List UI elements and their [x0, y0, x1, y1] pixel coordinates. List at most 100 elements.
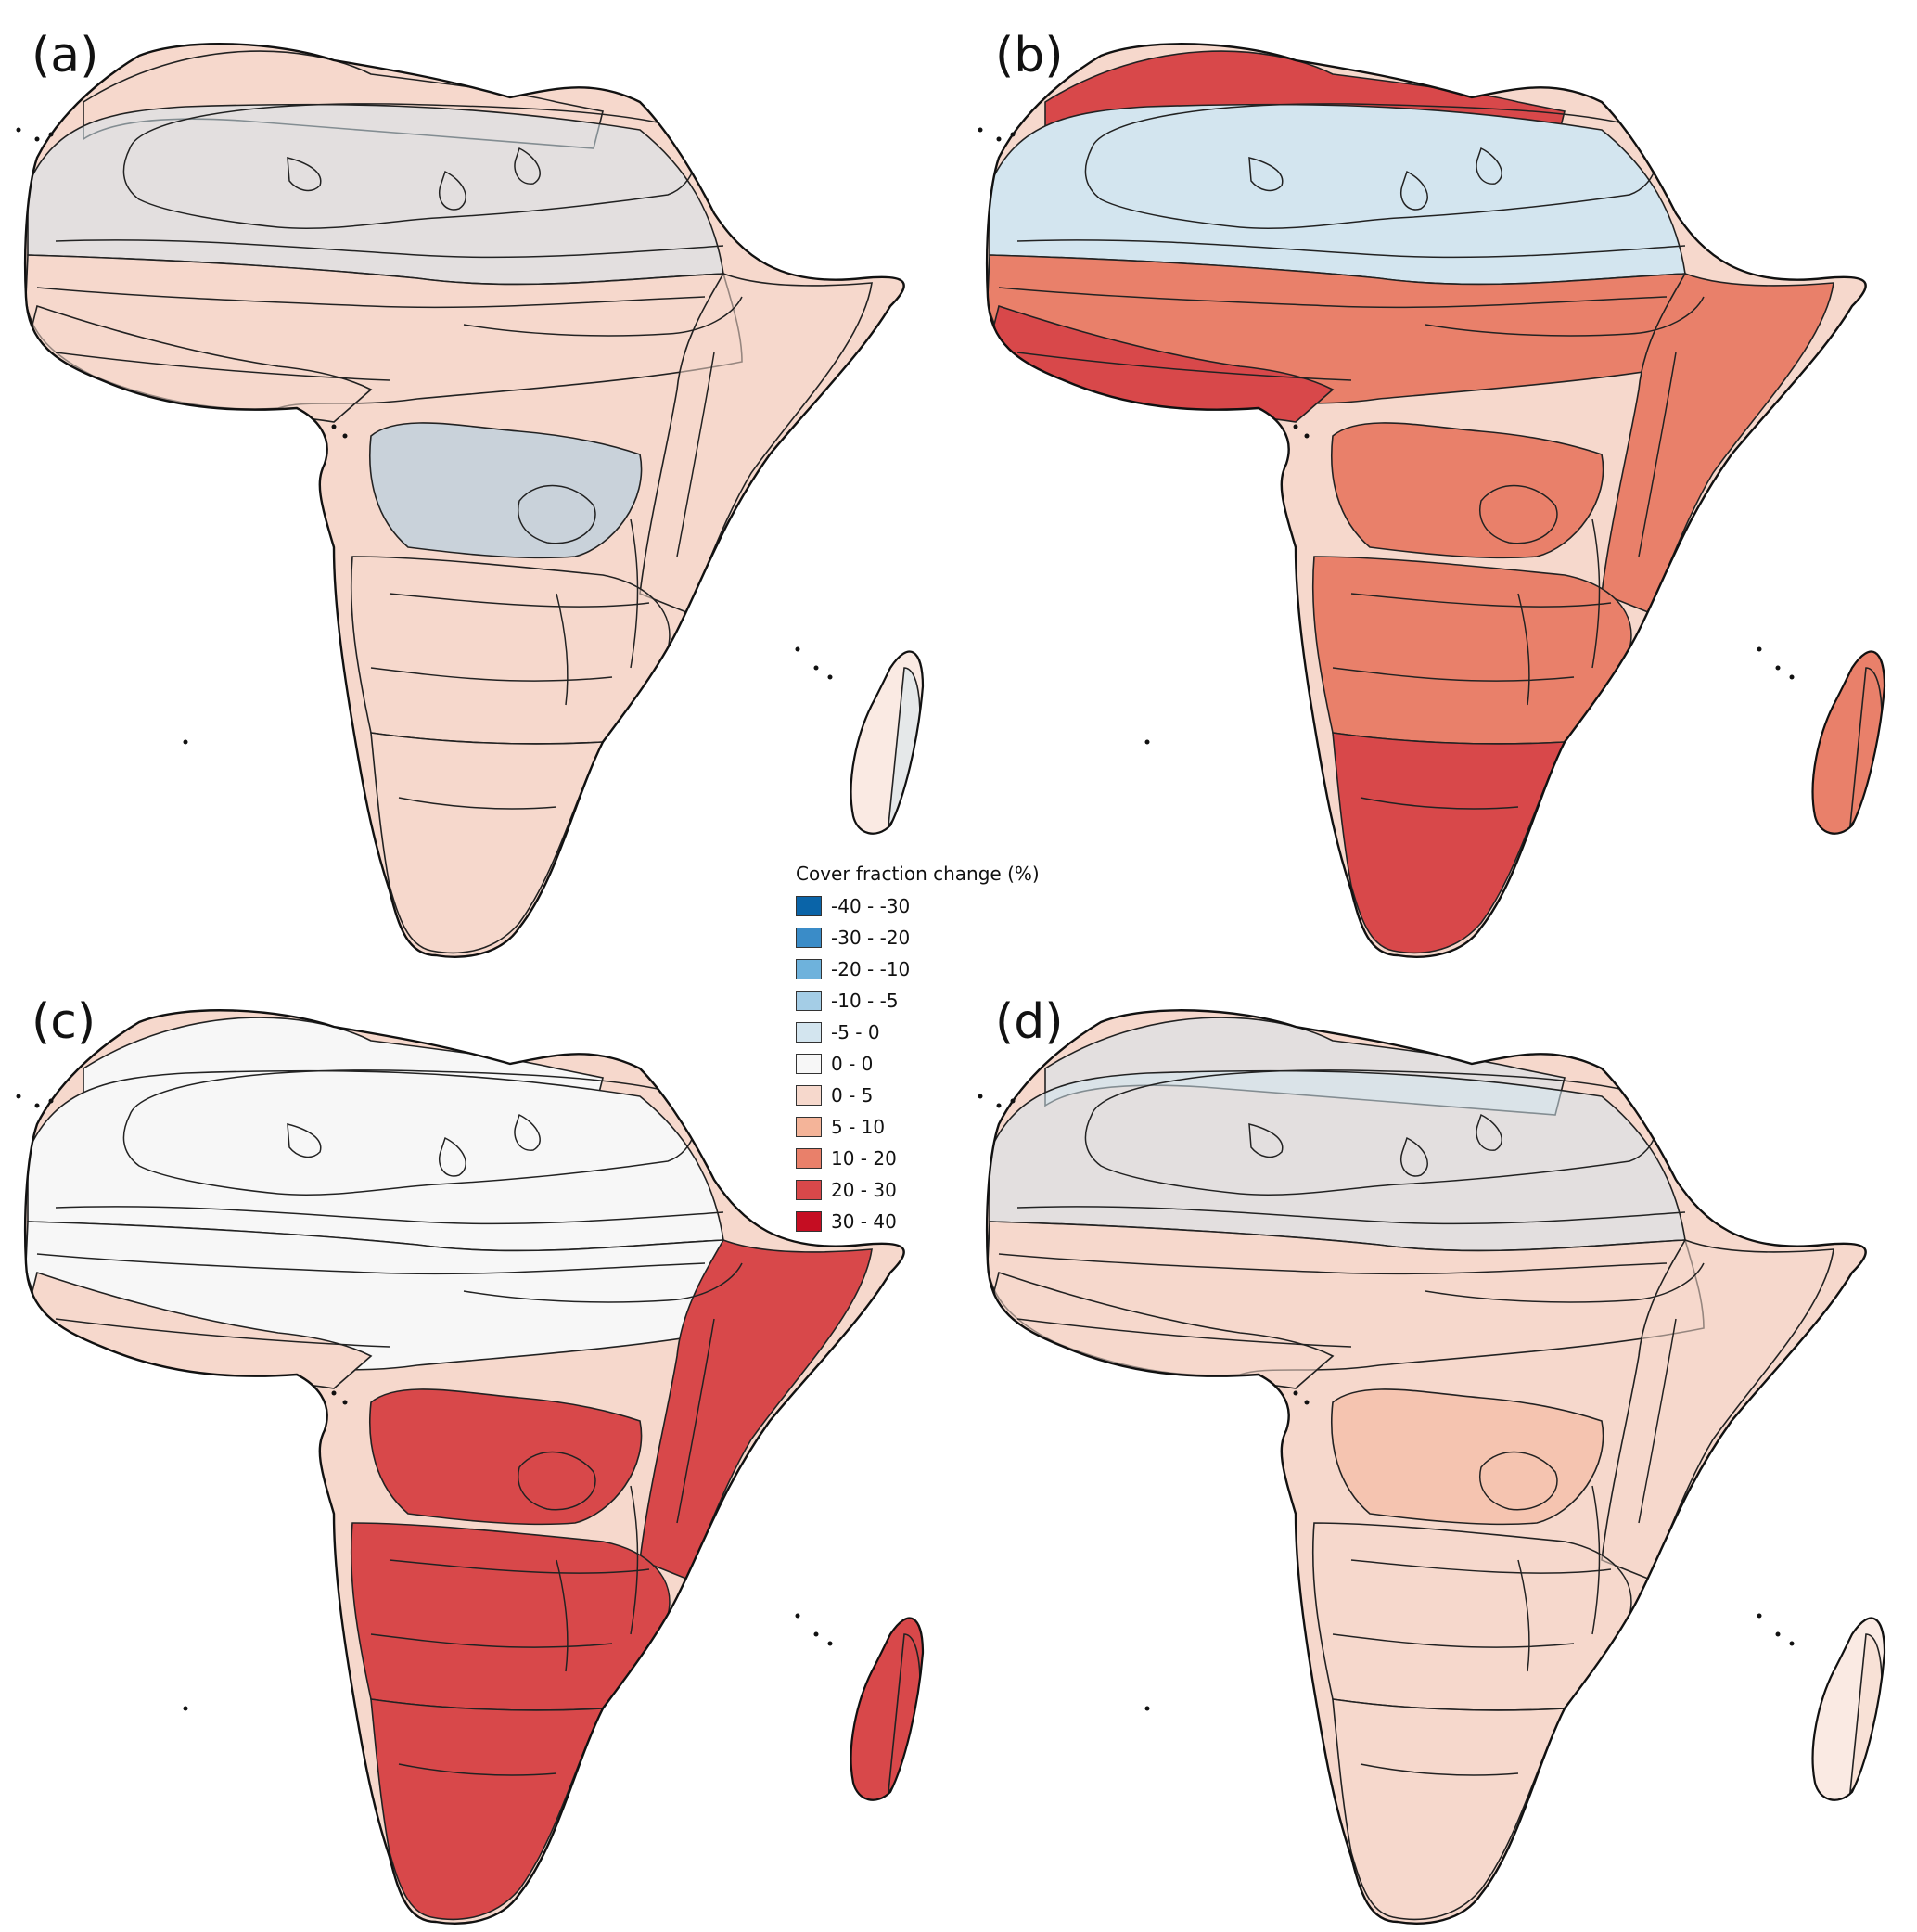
- zone-boundary: [55, 1206, 724, 1225]
- zone-boundary: [1591, 1485, 1601, 1635]
- island-dot: [331, 424, 337, 429]
- zone-boundary: [36, 287, 706, 309]
- zone-sahara: [989, 1069, 1686, 1252]
- zone-boundary: [389, 593, 650, 608]
- zone-boundary: [122, 1069, 697, 1196]
- madagascar-coastline: [850, 650, 925, 835]
- legend-title: Cover fraction change (%): [796, 863, 1040, 885]
- zone-boundary: [1476, 147, 1502, 185]
- legend-item: -5 - 0: [796, 1017, 1018, 1048]
- zone-boundary: [514, 147, 541, 185]
- zone-boundary: [1248, 157, 1284, 192]
- zone-boundary: [1425, 296, 1705, 337]
- island-dot: [1010, 132, 1016, 137]
- island-dot: [827, 674, 833, 680]
- island-dot: [16, 1094, 21, 1099]
- legend-label: 0 - 5: [831, 1084, 874, 1107]
- island-dot: [1293, 1390, 1298, 1396]
- legend-item: 10 - 20: [796, 1143, 1018, 1174]
- zone-boundary: [1016, 239, 1686, 259]
- legend-label: 30 - 40: [831, 1210, 897, 1233]
- zone-boundary: [398, 1763, 557, 1776]
- legend-swatch: [796, 1148, 822, 1169]
- legend-item: 20 - 30: [796, 1174, 1018, 1206]
- map-panel-b: (b): [962, 0, 1917, 965]
- zone-boundary: [389, 1559, 650, 1574]
- island-dot: [48, 1098, 54, 1104]
- zone-boundary: [1016, 1206, 1686, 1225]
- legend-swatch: [796, 1085, 822, 1106]
- panel-label-c: (c): [32, 994, 96, 1050]
- legend-swatch: [796, 1054, 822, 1074]
- island-dot: [342, 1400, 348, 1405]
- legend-label: 20 - 30: [831, 1179, 897, 1201]
- zone-boundary: [1638, 352, 1677, 557]
- island-dot: [342, 433, 348, 439]
- zone-boundary: [1350, 1559, 1612, 1574]
- island-dot: [183, 739, 188, 745]
- zone-sahara: [27, 103, 724, 286]
- africa-coastline: [985, 43, 1867, 958]
- legend-swatch: [796, 896, 822, 916]
- legend-label: 10 - 20: [831, 1147, 897, 1170]
- zone-congo: [368, 1388, 643, 1526]
- legend-swatch: [796, 959, 822, 979]
- island-dot: [813, 665, 819, 671]
- island-dot: [1144, 1706, 1150, 1711]
- zone-congo: [1330, 422, 1604, 559]
- zone-cape: [370, 732, 605, 954]
- zone-east: [1601, 273, 1834, 614]
- legend-item: 0 - 0: [796, 1048, 1018, 1080]
- legend-label: -5 - 0: [831, 1021, 880, 1043]
- legend-item: -10 - -5: [796, 985, 1018, 1017]
- zone-boundary: [630, 1485, 639, 1635]
- africa-map-d: [978, 1009, 1886, 1925]
- zone-boundary: [463, 296, 743, 337]
- zone-boundary: [1350, 593, 1612, 608]
- africa-map-b: [978, 43, 1886, 958]
- zone-boundary: [1517, 593, 1530, 706]
- zone-cape: [1332, 732, 1566, 954]
- zone-boundary: [1400, 1136, 1428, 1177]
- zone-boundary: [55, 239, 724, 259]
- island-dot: [795, 646, 800, 652]
- island-dot: [34, 136, 40, 142]
- zone-boundary: [122, 103, 697, 229]
- zone-boundary: [1400, 170, 1428, 211]
- zone-boundary: [518, 1451, 596, 1511]
- legend-label: -40 - -30: [831, 895, 911, 917]
- africa-map-c: [16, 1009, 925, 1925]
- zone-boundary: [439, 1136, 466, 1177]
- legend-swatch: [796, 1022, 822, 1043]
- africa-coastline: [23, 43, 905, 958]
- island-dot: [331, 1390, 337, 1396]
- legend-swatch: [796, 991, 822, 1011]
- island-dot: [48, 132, 54, 137]
- madagascar-coastline: [1811, 650, 1886, 835]
- island-dot: [1775, 665, 1781, 671]
- africa-map-a: [16, 43, 925, 958]
- zone-boundary: [370, 667, 613, 682]
- zone-cape: [370, 1698, 605, 1921]
- madagascar-coastline: [850, 1617, 925, 1801]
- map-panel-a: (a): [0, 0, 955, 965]
- zone-boundary: [1332, 1633, 1575, 1648]
- zone-boundary: [463, 1262, 743, 1303]
- zone-boundary: [518, 484, 596, 544]
- legend-swatch: [796, 1211, 822, 1232]
- zone-boundary: [370, 1633, 613, 1648]
- island-dot: [1789, 1641, 1795, 1646]
- island-dot: [978, 1094, 983, 1099]
- zone-boundary: [1084, 103, 1659, 229]
- zone-sahara: [27, 1069, 724, 1252]
- panel-label-d: (d): [995, 994, 1064, 1050]
- island-dot: [1757, 1613, 1762, 1619]
- island-dot: [1304, 433, 1310, 439]
- panel-label-b: (b): [995, 28, 1064, 83]
- zone-boundary: [1016, 1318, 1352, 1348]
- zone-boundary: [1360, 1763, 1519, 1776]
- island-dot: [1304, 1400, 1310, 1405]
- map-panel-d: (d): [962, 966, 1917, 1931]
- zone-boundary: [514, 1113, 541, 1151]
- zone-boundary: [1248, 1123, 1284, 1158]
